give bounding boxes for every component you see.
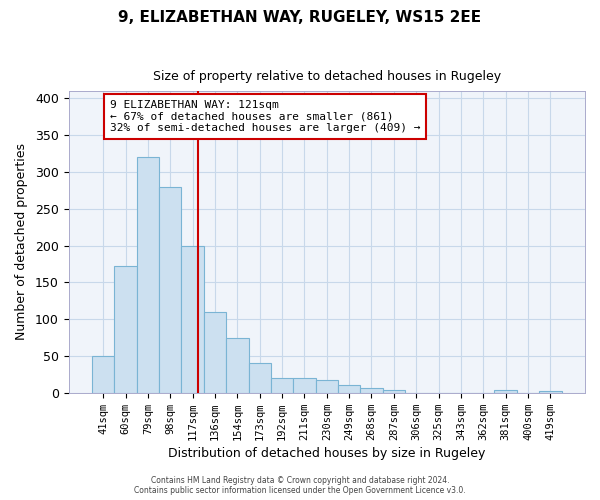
Bar	[92, 356, 115, 393]
Text: 9 ELIZABETHAN WAY: 121sqm
← 67% of detached houses are smaller (861)
32% of semi: 9 ELIZABETHAN WAY: 121sqm ← 67% of detac…	[110, 100, 421, 133]
Bar	[226, 338, 248, 393]
Bar	[204, 312, 226, 393]
Bar	[361, 388, 383, 393]
Text: 9, ELIZABETHAN WAY, RUGELEY, WS15 2EE: 9, ELIZABETHAN WAY, RUGELEY, WS15 2EE	[118, 10, 482, 25]
Bar	[248, 364, 271, 393]
Title: Size of property relative to detached houses in Rugeley: Size of property relative to detached ho…	[153, 70, 501, 83]
X-axis label: Distribution of detached houses by size in Rugeley: Distribution of detached houses by size …	[168, 447, 485, 460]
Bar	[316, 380, 338, 393]
Bar	[159, 187, 181, 393]
Bar	[293, 378, 316, 393]
Bar	[494, 390, 517, 393]
Bar	[181, 246, 204, 393]
Bar	[338, 386, 361, 393]
Text: Contains HM Land Registry data © Crown copyright and database right 2024.
Contai: Contains HM Land Registry data © Crown c…	[134, 476, 466, 495]
Bar	[137, 158, 159, 393]
Bar	[115, 266, 137, 393]
Y-axis label: Number of detached properties: Number of detached properties	[15, 144, 28, 340]
Bar	[271, 378, 293, 393]
Bar	[383, 390, 405, 393]
Bar	[539, 392, 562, 393]
